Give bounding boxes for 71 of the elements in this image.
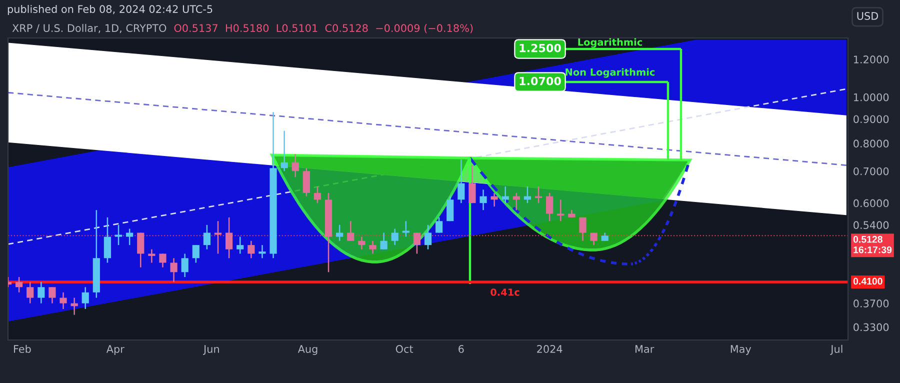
candlestick [170,258,178,283]
candlestick [258,244,266,259]
candlestick [314,186,322,204]
y-tick-label: 0.7000 [854,167,889,176]
x-tick-label: Jul [830,344,842,355]
y-axis-title: USD [857,12,878,20]
candlestick [358,236,366,250]
candlestick [557,199,564,222]
candlestick [369,240,376,254]
y-tick-label: 0.9000 [854,115,889,124]
candlestick [590,232,598,246]
candlestick [181,253,188,278]
text: published on Feb 08, 2024 02:42 UTC-5 [8,4,212,16]
candlestick [148,248,156,264]
candlestick [248,240,255,259]
candlestick [159,253,166,268]
annotation: 0.41c [490,288,520,296]
y-tick-label: 1.0000 [854,93,889,102]
candlestick [48,286,56,304]
candlestick [203,224,210,250]
annotation: Logarithmic [578,38,642,48]
candlestick [579,216,586,242]
candlestick [458,158,465,204]
candlestick [236,236,244,254]
x-tick-label: 2024 [537,345,562,353]
candlestick [391,228,398,246]
candlestick [446,196,454,222]
annotation: 1.0700 [520,76,561,86]
annotation: Non Logarithmic [566,68,655,78]
candlestick [436,216,443,234]
candlestick [38,281,45,304]
ref-line-label: 0.4100 [853,278,882,285]
y-tick-label: 0.5400 [854,221,889,230]
candlestick [60,292,67,310]
chart-subtitle: O0.5137 H0.5180 L0.5101 C0.5128 −0.0009 (−0.18%) [174,24,473,34]
x-tick-label: 6 [458,345,464,353]
chart-title: XRP / U.S. Dollar, 1D, CRYPTO [12,24,166,34]
y-tick-label: 0.8000 [854,140,889,148]
candlestick [226,216,233,259]
candlestick [137,232,144,268]
x-tick-label: May [730,345,752,355]
x-tick-label: Jun [203,345,219,355]
candlestick [214,220,222,254]
candlestick [424,224,432,250]
y-tick-label: 0.6000 [854,199,889,208]
candlestick [292,153,299,178]
y-tick-label: 0.3700 [854,300,889,308]
candlestick [192,244,200,264]
candlestick [82,286,89,310]
x-tick-label: Oct [396,345,414,353]
candlestick [302,168,310,197]
candlestick [16,276,23,294]
x-tick-label: Mar [636,345,654,353]
ref-line-label: 0.5128 16:17:39 [853,236,892,254]
candlestick [26,281,34,304]
candlestick [126,228,134,246]
y-tick-label: 1.2000 [854,56,889,64]
candlestick [347,220,354,242]
x-tick-label: Feb [14,344,31,353]
x-tick-label: Apr [106,345,124,355]
candlestick [114,224,122,246]
y-tick-label: 0.3300 [854,323,889,332]
candlestick [104,216,112,264]
candlestick [336,224,344,242]
candlestick [280,130,288,172]
candlestick [546,192,554,222]
candlestick [380,232,388,250]
candlestick [480,189,487,211]
annotation: 1.2500 [520,44,561,52]
candlestick [413,232,420,254]
x-tick-label: Aug [298,345,318,355]
